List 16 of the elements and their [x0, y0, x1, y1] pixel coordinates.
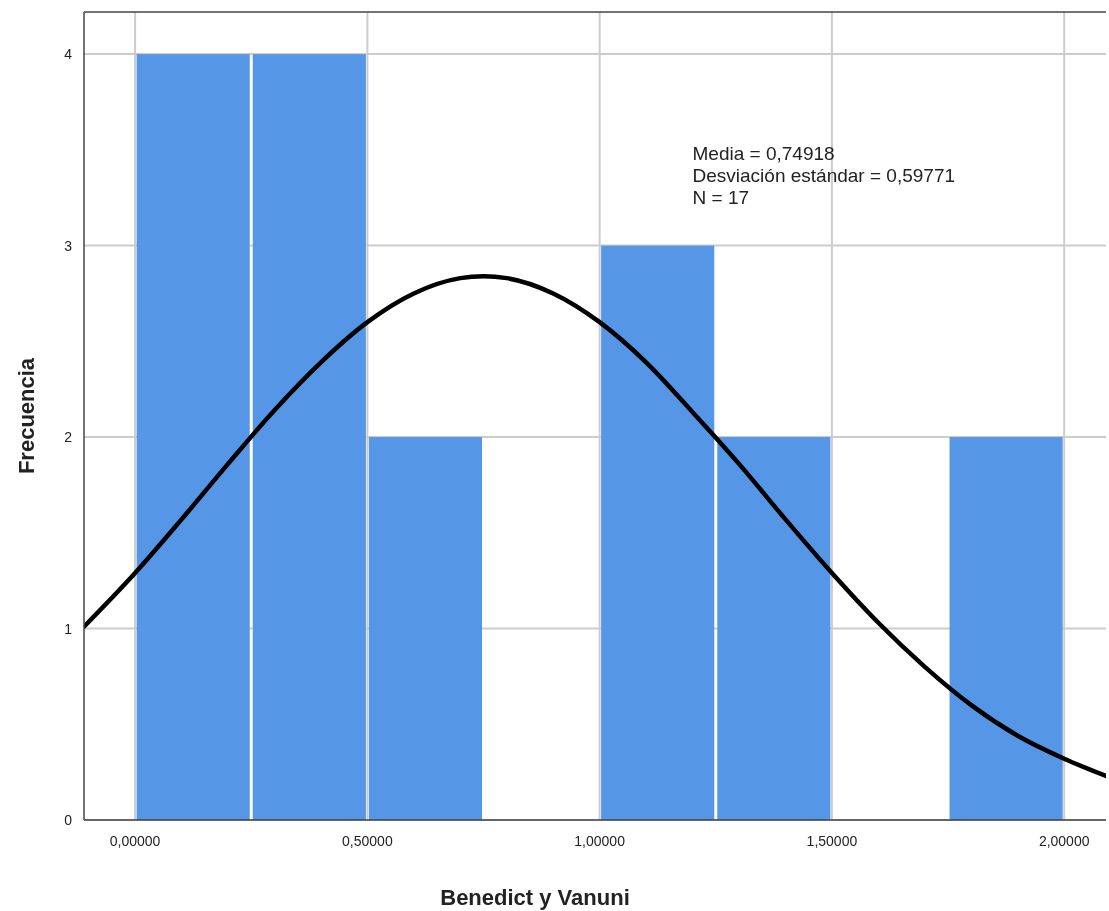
x-tick-label: 0,50000 — [342, 833, 393, 849]
annotation: Media = 0,74918 — [692, 143, 835, 164]
annotation: Desviación estándar = 0,59771 — [692, 165, 956, 186]
x-tick-label: 0,00000 — [109, 833, 161, 849]
y-tick-label: 2 — [64, 429, 73, 446]
y-tick-label: 0 — [64, 812, 73, 828]
line-series — [84, 273, 1106, 779]
x-axis-title: Benedict y Vanuni — [440, 885, 630, 910]
annotation: N = 17 — [692, 187, 750, 208]
y-axis-title: Frecuencia — [14, 357, 39, 475]
y-tick-label: 1 — [64, 620, 73, 637]
x-tick-label: 1,00000 — [574, 833, 626, 849]
y-tick-label: 4 — [64, 46, 73, 63]
x-tick-label: 1,50000 — [806, 833, 858, 849]
y-tick-label: 3 — [64, 237, 73, 254]
x-tick-label: 2,00000 — [1038, 833, 1090, 849]
